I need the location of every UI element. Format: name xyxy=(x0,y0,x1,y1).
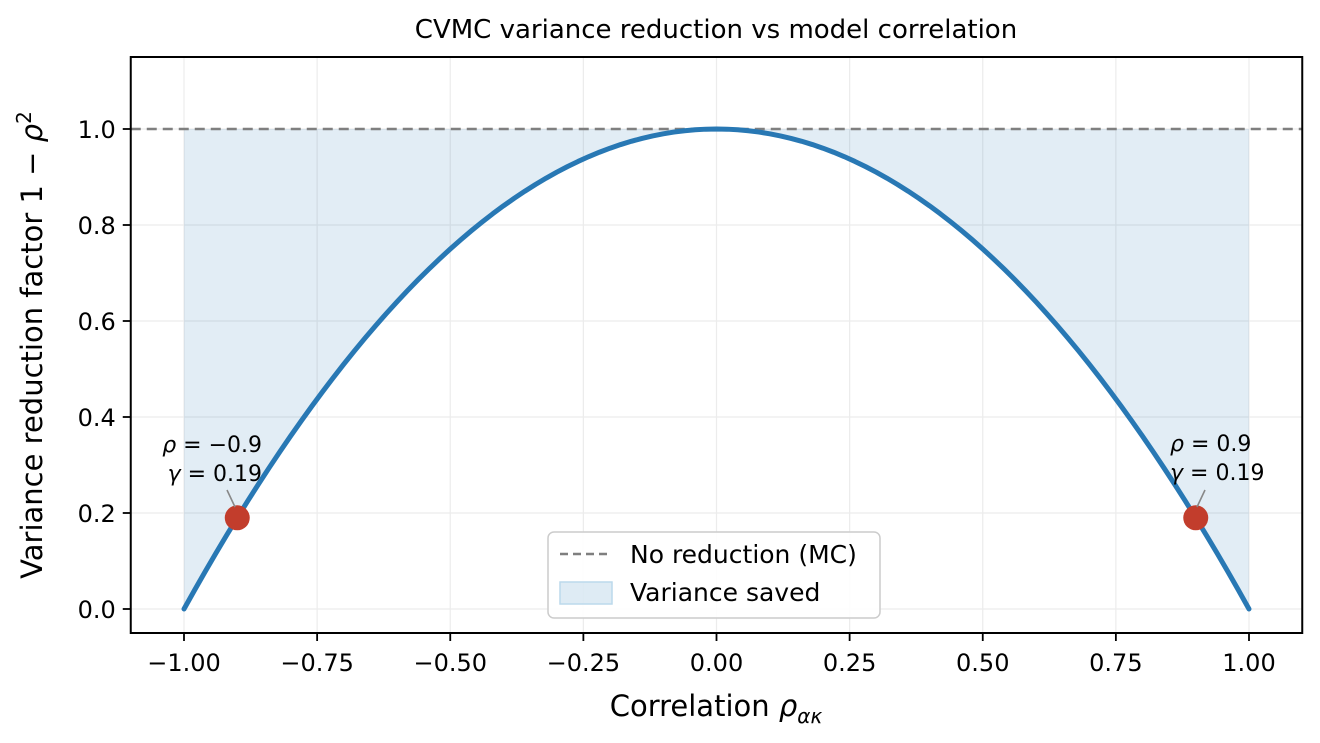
annotation-left-line1: ρ = −0.9 xyxy=(162,433,262,458)
marker-point xyxy=(224,505,250,531)
y-tick-label: 0.2 xyxy=(78,500,116,528)
x-tick-label: −0.25 xyxy=(547,649,621,677)
chart-title: CVMC variance reduction vs model correla… xyxy=(415,15,1017,45)
axes-frame xyxy=(129,56,1304,634)
y-axis-label-superscript: 2 xyxy=(12,111,36,124)
y-axis-label-text: Variance reduction factor 1 − xyxy=(15,142,49,579)
legend-variance-saved-swatch xyxy=(559,581,613,605)
annotation-right-leader-line xyxy=(1196,489,1206,508)
annotation-left-gamma: γ xyxy=(168,462,182,487)
annotation-right-line1: ρ = 0.9 xyxy=(1170,432,1251,457)
x-axis-label: Correlation ρακ xyxy=(610,689,823,728)
variance-reduction-curve xyxy=(181,126,1252,612)
annotation-left: ρ = −0.9 γ = 0.19 xyxy=(162,433,262,508)
annotation-left-line2: γ = 0.19 xyxy=(168,462,262,487)
x-tick-label: −0.75 xyxy=(280,649,354,677)
y-tick-label: 0.6 xyxy=(78,308,116,336)
y-axis-label: Variance reduction factor 1 − ρ2 xyxy=(12,111,49,579)
y-tick-label: 0.4 xyxy=(78,404,116,432)
annotation-right: ρ = 0.9 γ = 0.19 xyxy=(1170,432,1264,508)
annotation-left-leader-line xyxy=(226,489,236,508)
x-tick-label: 1.00 xyxy=(1222,649,1275,677)
annotation-left-rho: ρ xyxy=(162,433,176,458)
annotation-right-gamma: γ xyxy=(1170,461,1184,486)
legend-entry-no-reduction: No reduction (MC) xyxy=(630,540,857,569)
annotation-left-gamma-value: = 0.19 xyxy=(181,462,262,487)
annotation-right-line2: γ = 0.19 xyxy=(1170,461,1264,486)
x-tick-label: 0.25 xyxy=(823,649,876,677)
x-axis-label-text: Correlation xyxy=(610,689,779,723)
plot-layer xyxy=(130,126,1303,612)
x-tick-label: 0.75 xyxy=(1089,649,1142,677)
y-tick-label: 0.0 xyxy=(78,596,116,624)
annotation-right-rho: ρ xyxy=(1170,432,1184,457)
y-axis-ticks: 0.0 0.2 0.4 0.6 0.8 1.0 xyxy=(78,116,131,624)
y-tick-label: 0.8 xyxy=(78,212,116,240)
legend: No reduction (MC) Variance saved xyxy=(547,531,881,619)
annotation-left-rho-value: = −0.9 xyxy=(176,433,262,458)
x-tick-label: 0.50 xyxy=(956,649,1009,677)
x-tick-label: 0.00 xyxy=(690,649,743,677)
annotation-right-gamma-value: = 0.19 xyxy=(1183,461,1264,486)
annotation-right-rho-value: = 0.9 xyxy=(1184,432,1251,457)
legend-entry-variance-saved: Variance saved xyxy=(630,578,820,607)
marker-point xyxy=(1183,505,1209,531)
x-tick-label: −0.50 xyxy=(413,649,487,677)
x-tick-label: −1.00 xyxy=(147,649,221,677)
x-axis-ticks: −1.00 −0.75 −0.50 −0.25 0.00 0.25 0.50 0.75 1.00 xyxy=(147,633,1276,677)
y-tick-label: 1.0 xyxy=(78,116,116,144)
y-axis-label-symbol: ρ xyxy=(15,123,49,142)
legend-box xyxy=(547,531,881,619)
grid-layer xyxy=(130,57,1303,633)
x-axis-label-subscript: ακ xyxy=(797,704,822,728)
x-axis-label-symbol: ρ xyxy=(779,689,798,723)
